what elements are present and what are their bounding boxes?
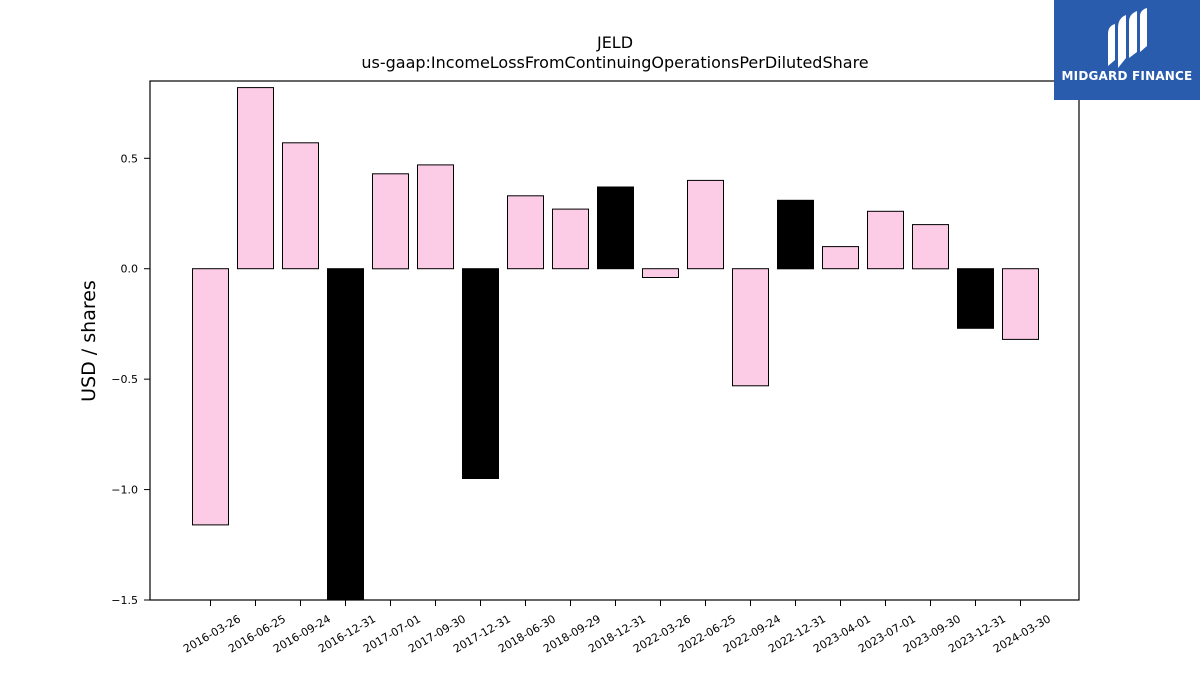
bar-2016-03-26 — [192, 268, 229, 526]
plot-frame — [149, 80, 1080, 601]
bar-2018-06-30 — [507, 195, 544, 270]
bar-2022-03-26 — [642, 268, 679, 279]
bar-2016-09-24 — [282, 142, 319, 270]
bar-2022-12-31 — [777, 199, 814, 270]
chart-title: JELD — [596, 33, 633, 52]
bar-2016-12-31 — [327, 268, 364, 601]
bar-2022-06-25 — [687, 179, 724, 270]
y-tick-label: −1.5 — [111, 594, 138, 607]
bar-2018-09-29 — [552, 208, 589, 270]
midgard-logo-icon — [1108, 8, 1147, 68]
bar-2023-09-30 — [912, 224, 949, 270]
bar-2017-12-31 — [462, 268, 499, 480]
y-tick-label: −1.0 — [111, 484, 138, 497]
bar-2023-12-31 — [957, 268, 994, 329]
y-axis: 0.5 0.0 −0.5 −1.0 −1.5 — [111, 152, 150, 607]
x-axis: 2016-03-262016-06-252016-09-242016-12-31… — [181, 600, 1053, 656]
chart-subtitle: us-gaap:IncomeLossFromContinuingOperatio… — [361, 53, 868, 72]
bar-2017-09-30 — [417, 164, 454, 270]
bar-2017-07-01 — [372, 173, 409, 270]
bar-2018-12-31 — [597, 186, 634, 270]
y-axis-label: USD / shares — [78, 280, 100, 402]
bar-2022-09-24 — [732, 268, 769, 387]
bar-2023-07-01 — [867, 210, 904, 270]
y-tick-label: 0.5 — [121, 152, 139, 165]
brand-name: MIDGARD FINANCE — [1061, 69, 1193, 83]
bar-2016-06-25 — [237, 87, 274, 270]
bar-2023-04-01 — [822, 246, 859, 270]
bar-2024-03-30 — [1002, 268, 1039, 340]
y-tick-label: −0.5 — [111, 373, 138, 386]
bars-group — [192, 87, 1039, 601]
brand-logo: MIDGARD FINANCE — [1054, 0, 1200, 100]
y-tick-label: 0.0 — [121, 263, 139, 276]
